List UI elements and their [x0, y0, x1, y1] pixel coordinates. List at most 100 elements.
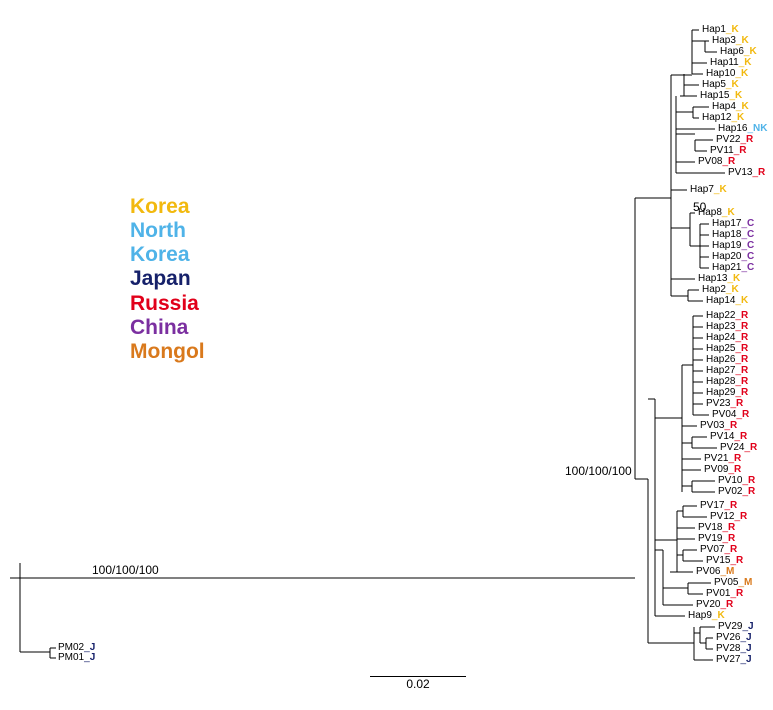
tip-suffix: NK	[753, 123, 767, 134]
tip-suffix: C	[747, 218, 754, 229]
tip-name: PV22	[716, 134, 740, 145]
tip-name: Hap11	[710, 57, 739, 68]
tip-name: Hap21	[712, 262, 741, 273]
tip-suffix: R	[736, 555, 743, 566]
tip-label: PV09_R	[704, 465, 741, 475]
tip-label: PV02_R	[718, 487, 755, 497]
tip-suffix: K	[719, 184, 726, 195]
tip-suffix: K	[744, 57, 751, 68]
tip-suffix: R	[728, 533, 735, 544]
support-label: 100/100/100	[565, 464, 632, 478]
tip-name: Hap26	[706, 354, 735, 365]
tip-name: Hap9	[688, 610, 712, 621]
tip-label: PV12_R	[710, 512, 747, 522]
tip-label: PV05_M	[714, 578, 752, 588]
tip-name: PV13	[728, 167, 752, 178]
tip-suffix: R	[741, 310, 748, 321]
tip-name: Hap12	[702, 112, 731, 123]
tip-label: PV11_R	[710, 146, 747, 156]
tip-name: Hap10	[706, 68, 735, 79]
tip-label: PV14_R	[710, 432, 747, 442]
tip-suffix: K	[741, 68, 748, 79]
tip-suffix: K	[741, 295, 748, 306]
tip-name: Hap20	[712, 251, 741, 262]
tip-label: PV21_R	[704, 454, 741, 464]
tip-label: Hap13_K	[698, 274, 740, 284]
scale-bar-label: 0.02	[370, 677, 466, 691]
tip-suffix: R	[736, 398, 743, 409]
tip-label: Hap12_K	[702, 113, 744, 123]
tip-name: PV02	[718, 486, 742, 497]
tip-suffix: R	[750, 442, 757, 453]
tip-label: PV18_R	[698, 523, 735, 533]
tip-name: PV28	[716, 643, 740, 654]
tip-label: PV04_R	[712, 410, 749, 420]
tip-suffix: K	[731, 79, 738, 90]
tip-label: Hap1_K	[702, 25, 739, 35]
tip-suffix: K	[733, 273, 740, 284]
tip-name: Hap28	[706, 376, 735, 387]
tip-name: PV12	[710, 511, 734, 522]
tip-name: PV21	[704, 453, 728, 464]
tip-name: Hap27	[706, 365, 735, 376]
tip-label: Hap25_R	[706, 344, 748, 354]
tip-name: PV29	[718, 621, 742, 632]
tip-suffix: R	[741, 332, 748, 343]
tip-suffix: R	[741, 354, 748, 365]
tip-label: PV24_R	[720, 443, 757, 453]
tip-name: PV20	[696, 599, 720, 610]
tip-suffix: J	[90, 652, 96, 663]
tip-suffix: R	[730, 544, 737, 555]
tip-name: PV18	[698, 522, 722, 533]
tip-suffix: R	[758, 167, 765, 178]
tip-suffix: J	[748, 621, 754, 632]
tip-name: PV03	[700, 420, 724, 431]
tip-label: PV01_R	[706, 589, 743, 599]
tip-name: Hap6	[720, 46, 744, 57]
tip-label: PV28_J	[716, 644, 752, 654]
tip-label: PV19_R	[698, 534, 735, 544]
tip-name: PV05	[714, 577, 738, 588]
tip-label: Hap14_K	[706, 296, 748, 306]
tip-name: Hap13	[698, 273, 727, 284]
tip-name: Hap19	[712, 240, 741, 251]
tip-label: Hap5_K	[702, 80, 739, 90]
tip-suffix: M	[744, 577, 752, 588]
tip-name: Hap18	[712, 229, 741, 240]
tip-name: Hap5	[702, 79, 726, 90]
tip-label: Hap22_R	[706, 311, 748, 321]
tip-label: Hap16_NK	[718, 124, 767, 134]
tip-label: Hap26_R	[706, 355, 748, 365]
tip-label: Hap7_K	[690, 185, 727, 195]
tip-name: PV01	[706, 588, 730, 599]
tip-name: PV11	[710, 145, 734, 156]
tip-name: PV14	[710, 431, 734, 442]
tip-label: PV10_R	[718, 476, 755, 486]
tip-label: Hap19_C	[712, 241, 754, 251]
tip-suffix: R	[730, 420, 737, 431]
tip-name: Hap7	[690, 184, 714, 195]
tip-name: PV09	[704, 464, 728, 475]
tip-label: PV17_R	[700, 501, 737, 511]
tip-label: PV08_R	[698, 157, 735, 167]
tip-label: PV26_J	[716, 633, 752, 643]
tip-name: PV26	[716, 632, 740, 643]
tip-suffix: R	[746, 134, 753, 145]
tip-label: Hap4_K	[712, 102, 749, 112]
tip-label: Hap27_R	[706, 366, 748, 376]
tip-suffix: R	[730, 500, 737, 511]
support-label: 100/100/100	[92, 563, 159, 577]
tip-suffix: K	[731, 24, 738, 35]
tip-suffix: J	[746, 632, 752, 643]
tip-name: Hap2	[702, 284, 726, 295]
tip-suffix: K	[717, 610, 724, 621]
tip-label: Hap10_K	[706, 69, 748, 79]
tip-name: Hap1	[702, 24, 726, 35]
tip-name: PV15	[706, 555, 730, 566]
tip-name: PV17	[700, 500, 724, 511]
tip-label: Hap24_R	[706, 333, 748, 343]
tip-suffix: R	[734, 453, 741, 464]
tip-suffix: J	[746, 654, 752, 665]
tip-suffix: K	[735, 90, 742, 101]
tip-name: Hap16	[718, 123, 747, 134]
